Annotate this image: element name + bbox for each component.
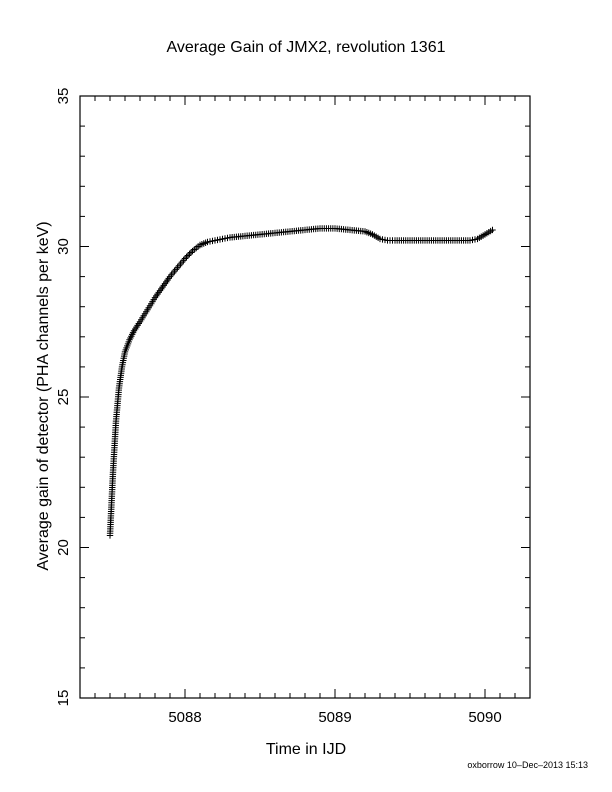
data-point (489, 226, 496, 234)
data-points (106, 225, 496, 539)
y-tick-label: 30 (55, 238, 72, 255)
x-tick-label: 5089 (318, 709, 351, 726)
axis-ticks (80, 96, 530, 698)
chart-title: Average Gain of JMX2, revolution 1361 (167, 39, 446, 56)
y-tick-label: 20 (55, 539, 72, 556)
tick-labels: 5088 5089 5090 15 20 25 30 35 (55, 88, 502, 726)
y-axis-label: Average gain of detector (PHA channels p… (35, 221, 52, 570)
plot-frame (79, 95, 531, 699)
data-point (187, 249, 195, 256)
data-point (183, 253, 190, 261)
y-tick-label: 25 (55, 389, 72, 406)
data-point (186, 250, 193, 258)
data-point (181, 255, 189, 262)
footer-stamp: oxborrow 10–Dec–2013 15:13 (467, 760, 588, 770)
y-tick-label: 15 (55, 690, 72, 707)
x-tick-label: 5088 (168, 709, 201, 726)
x-axis-label: Time in IJD (266, 741, 346, 758)
data-point (184, 252, 192, 259)
x-tick-label: 5090 (468, 709, 501, 726)
y-tick-label: 35 (55, 88, 72, 105)
